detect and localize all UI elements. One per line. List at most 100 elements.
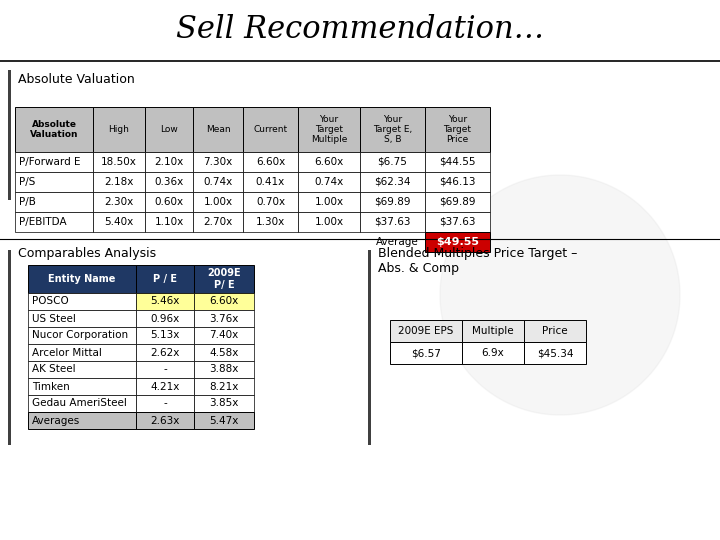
Bar bbox=[193, 152, 243, 172]
Text: 5.46x: 5.46x bbox=[150, 296, 180, 307]
Bar bbox=[136, 395, 194, 412]
Text: $46.13: $46.13 bbox=[439, 177, 476, 187]
Text: 1.30x: 1.30x bbox=[256, 217, 285, 227]
Text: AK Steel: AK Steel bbox=[32, 364, 76, 375]
Text: P/EBITDA: P/EBITDA bbox=[19, 217, 67, 227]
Bar bbox=[390, 342, 462, 364]
Bar bbox=[8, 250, 11, 445]
Bar bbox=[368, 250, 371, 445]
Bar bbox=[28, 378, 136, 395]
Text: P / E: P / E bbox=[153, 274, 177, 284]
Bar bbox=[194, 310, 254, 327]
Text: 6.9x: 6.9x bbox=[482, 348, 505, 358]
Bar bbox=[15, 107, 93, 152]
Bar bbox=[145, 172, 193, 192]
Text: $69.89: $69.89 bbox=[439, 197, 476, 207]
Text: 1.00x: 1.00x bbox=[315, 197, 343, 207]
Bar bbox=[136, 293, 194, 310]
Text: $6.75: $6.75 bbox=[377, 157, 408, 167]
Bar bbox=[243, 192, 298, 212]
Text: Average: Average bbox=[377, 237, 419, 247]
Text: P/S: P/S bbox=[19, 177, 35, 187]
Bar bbox=[390, 320, 462, 342]
Text: -: - bbox=[163, 364, 167, 375]
Text: 3.88x: 3.88x bbox=[210, 364, 239, 375]
Text: Low: Low bbox=[160, 125, 178, 134]
Bar bbox=[28, 361, 136, 378]
Text: 3.85x: 3.85x bbox=[210, 399, 239, 408]
Bar bbox=[298, 152, 360, 172]
Bar bbox=[462, 320, 524, 342]
Text: Arcelor Mittal: Arcelor Mittal bbox=[32, 348, 102, 357]
Bar bbox=[93, 192, 145, 212]
Bar bbox=[360, 212, 425, 232]
Text: Current: Current bbox=[253, 125, 287, 134]
Text: $44.55: $44.55 bbox=[439, 157, 476, 167]
Text: US Steel: US Steel bbox=[32, 314, 76, 323]
Bar bbox=[28, 310, 136, 327]
Bar bbox=[298, 172, 360, 192]
Text: 2.70x: 2.70x bbox=[203, 217, 233, 227]
Bar bbox=[425, 172, 490, 192]
Bar bbox=[194, 378, 254, 395]
Text: 0.74x: 0.74x bbox=[315, 177, 343, 187]
Text: Your
Target
Price: Your Target Price bbox=[444, 114, 472, 144]
Text: 18.50x: 18.50x bbox=[101, 157, 137, 167]
Bar bbox=[243, 152, 298, 172]
Bar bbox=[28, 344, 136, 361]
Text: 6.60x: 6.60x bbox=[256, 157, 285, 167]
Text: $37.63: $37.63 bbox=[439, 217, 476, 227]
Text: Multiple: Multiple bbox=[472, 326, 514, 336]
Text: High: High bbox=[109, 125, 130, 134]
Text: Absolute
Valuation: Absolute Valuation bbox=[30, 120, 78, 139]
Text: 0.70x: 0.70x bbox=[256, 197, 285, 207]
Text: 2009E
P/ E: 2009E P/ E bbox=[207, 268, 240, 290]
Bar bbox=[145, 152, 193, 172]
Bar bbox=[194, 327, 254, 344]
Text: Comparables Analysis: Comparables Analysis bbox=[18, 247, 156, 260]
Bar bbox=[28, 293, 136, 310]
Bar bbox=[360, 172, 425, 192]
Bar bbox=[243, 107, 298, 152]
Text: 2009E EPS: 2009E EPS bbox=[398, 326, 454, 336]
Text: 5.40x: 5.40x bbox=[104, 217, 134, 227]
Text: $49.55: $49.55 bbox=[436, 237, 479, 247]
Text: 1.10x: 1.10x bbox=[154, 217, 184, 227]
Text: 5.47x: 5.47x bbox=[210, 415, 239, 426]
Text: Your
Target
Multiple: Your Target Multiple bbox=[311, 114, 347, 144]
Text: Blended Multiples Price Target –
Abs. & Comp: Blended Multiples Price Target – Abs. & … bbox=[378, 247, 577, 275]
Bar bbox=[15, 192, 93, 212]
Text: 3.76x: 3.76x bbox=[210, 314, 239, 323]
Text: 1.00x: 1.00x bbox=[204, 197, 233, 207]
Text: 4.21x: 4.21x bbox=[150, 381, 180, 391]
Text: 0.60x: 0.60x bbox=[154, 197, 184, 207]
Bar bbox=[28, 412, 136, 429]
Bar bbox=[136, 310, 194, 327]
Text: Your
Target E,
S, B: Your Target E, S, B bbox=[373, 114, 412, 144]
Bar bbox=[15, 212, 93, 232]
Bar bbox=[194, 395, 254, 412]
Bar bbox=[193, 172, 243, 192]
Bar bbox=[28, 327, 136, 344]
Bar bbox=[136, 378, 194, 395]
Text: $6.57: $6.57 bbox=[411, 348, 441, 358]
Bar bbox=[8, 70, 11, 200]
Text: Gedau AmeriSteel: Gedau AmeriSteel bbox=[32, 399, 127, 408]
Bar bbox=[193, 192, 243, 212]
Bar bbox=[136, 361, 194, 378]
Text: $62.34: $62.34 bbox=[374, 177, 410, 187]
Text: 0.41x: 0.41x bbox=[256, 177, 285, 187]
Bar bbox=[425, 232, 490, 252]
Text: Mean: Mean bbox=[206, 125, 230, 134]
Bar bbox=[194, 265, 254, 293]
Bar bbox=[193, 107, 243, 152]
Text: POSCO: POSCO bbox=[32, 296, 68, 307]
Bar bbox=[194, 344, 254, 361]
Bar bbox=[298, 107, 360, 152]
Bar bbox=[136, 327, 194, 344]
Text: 6.60x: 6.60x bbox=[315, 157, 343, 167]
Text: Sell Recommendation…: Sell Recommendation… bbox=[176, 15, 544, 45]
Bar bbox=[243, 212, 298, 232]
Text: $37.63: $37.63 bbox=[374, 217, 410, 227]
Text: 0.96x: 0.96x bbox=[150, 314, 179, 323]
